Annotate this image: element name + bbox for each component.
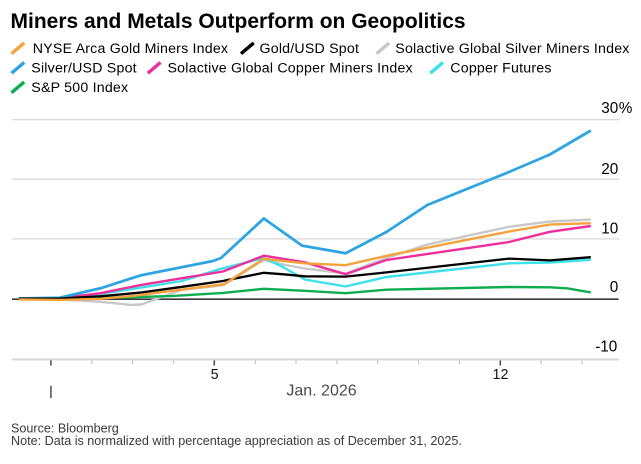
svg-text:0: 0 [610,279,619,296]
svg-text:12: 12 [493,367,509,383]
svg-text:Miners and Metals Outperform o: Miners and Metals Outperform on Geopolit… [11,10,466,33]
svg-text:Copper Futures: Copper Futures [450,61,551,77]
svg-text:10: 10 [601,220,618,237]
svg-text:Gold/USD Spot: Gold/USD Spot [260,41,360,57]
svg-text:Source: Bloomberg: Source: Bloomberg [11,422,119,436]
svg-text:Solactive Global Copper Miners: Solactive Global Copper Miners Index [168,61,413,77]
svg-text:%: % [619,100,633,117]
svg-text:Silver/USD Spot: Silver/USD Spot [31,61,137,77]
svg-text:NYSE Arca Gold Miners Index: NYSE Arca Gold Miners Index [33,41,228,57]
svg-text:Solactive Global Silver Miners: Solactive Global Silver Miners Index [395,41,629,57]
svg-text:S&P 500 Index: S&P 500 Index [31,80,128,96]
svg-text:5: 5 [211,367,219,383]
svg-text:20: 20 [601,161,618,178]
svg-text:Note: Data is normalized with: Note: Data is normalized with percentage… [11,434,462,448]
svg-text:Jan. 2026: Jan. 2026 [286,382,356,399]
svg-text:-10: -10 [595,339,617,356]
svg-text:30: 30 [601,100,618,117]
